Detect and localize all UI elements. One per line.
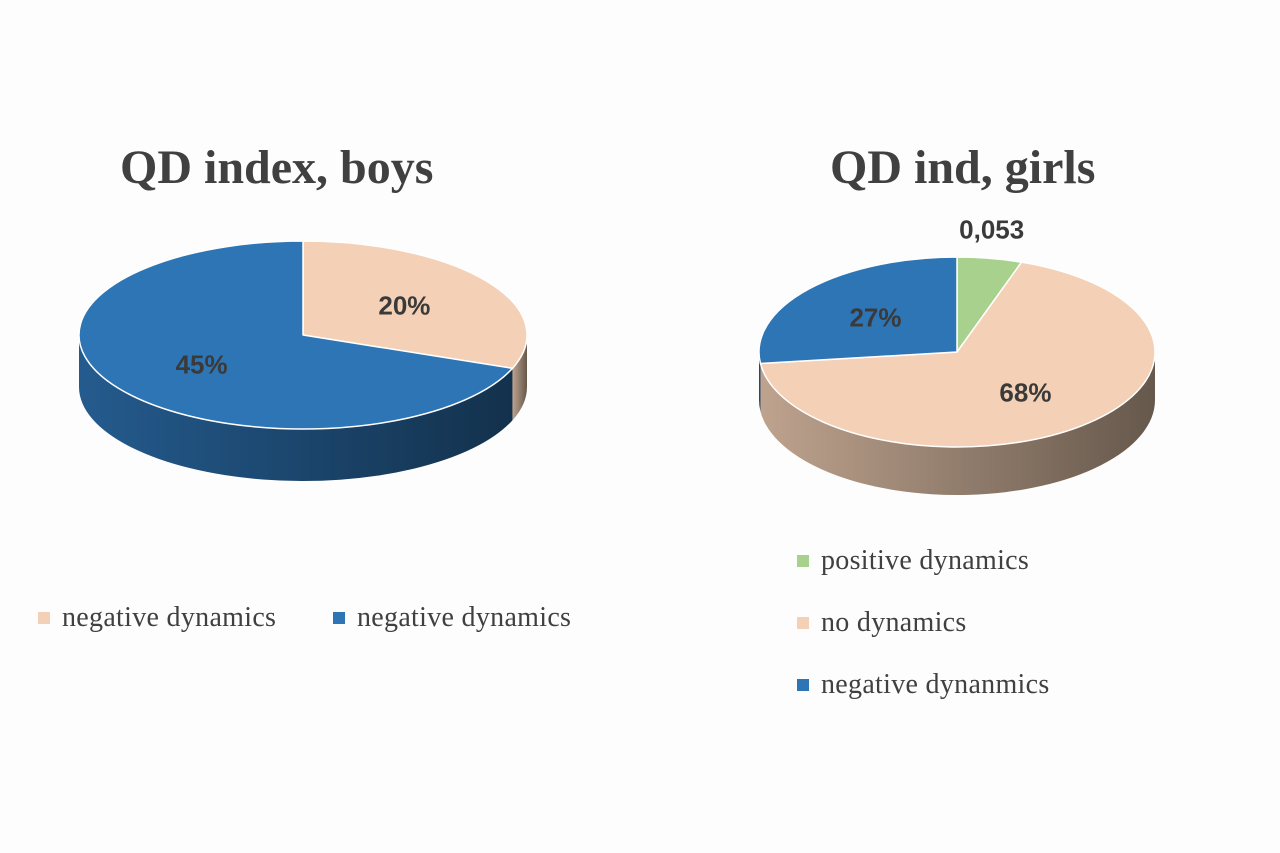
legend-item-boys-1: negative dynamics <box>333 602 571 634</box>
legend-label: no dynamics <box>821 607 967 638</box>
pie-data-label-0-0: 20% <box>378 291 430 321</box>
pie-data-label-1-0: 0,053 <box>959 214 1024 244</box>
pie-side-0-1 <box>79 335 513 481</box>
pie-data-label-1-2: 27% <box>849 302 901 332</box>
legend-swatch <box>797 555 809 567</box>
legend-swatch <box>333 612 345 624</box>
legend-item-boys-0: negative dynamics <box>38 602 276 634</box>
pie-side-0-0 <box>512 335 527 421</box>
pie-slice-1-2 <box>758 256 958 365</box>
pie-data-label-0-1: 45% <box>176 349 228 379</box>
legend-item-girls-1: no dynamics <box>797 607 967 639</box>
pie-slice-0-1 <box>78 240 514 430</box>
legend-item-girls-0: positive dynamics <box>797 545 1029 577</box>
chart-title-boys: QD index, boys <box>120 141 434 194</box>
legend-label: negative dynamics <box>357 602 572 633</box>
pie-slice-0-0 <box>302 240 528 370</box>
legend-label: negative dynanmics <box>821 669 1050 700</box>
legend-swatch <box>797 617 809 629</box>
pie-side-1-2 <box>759 352 761 412</box>
legend-swatch <box>797 679 809 691</box>
pie-slice-1-1 <box>759 261 1156 448</box>
pie-data-label-1-1: 68% <box>999 378 1051 408</box>
legend-label: negative dynamics <box>62 602 277 633</box>
chart-title-girls: QD ind, girls <box>830 141 1096 194</box>
legend-item-girls-2: negative dynanmics <box>797 669 1050 701</box>
pie-side-1-1 <box>760 352 1155 496</box>
legend-label: positive dynamics <box>821 545 1030 576</box>
legend-swatch <box>38 612 50 624</box>
